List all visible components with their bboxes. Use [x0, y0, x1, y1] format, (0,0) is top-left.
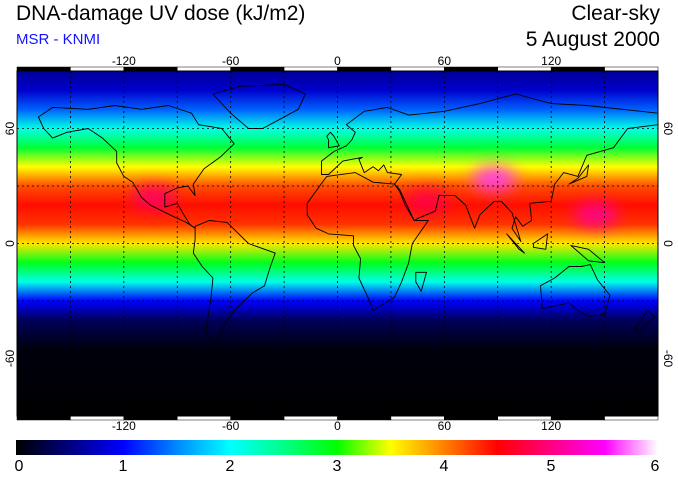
colorbar-tick-label: 4: [439, 458, 449, 475]
coastline: [192, 220, 276, 344]
map-border: [16, 70, 659, 417]
coastline: [37, 105, 235, 229]
sky-condition: Clear-sky: [571, 2, 660, 25]
frame-tick: [283, 415, 338, 421]
lon-tick-label-bottom: 60: [438, 419, 452, 433]
map-title: DNA-damage UV dose (kJ/m2): [16, 2, 306, 25]
lat-tick-label-right: 0: [661, 240, 675, 247]
coastline: [540, 264, 611, 317]
lat-tick-label-left: -60: [3, 350, 17, 368]
frame-tick: [604, 66, 659, 72]
lon-tick-label-bottom: 0: [334, 419, 341, 433]
coastline: [326, 131, 340, 149]
graticule: [17, 71, 658, 416]
lat-tick-label-left: 60: [3, 122, 17, 136]
frame-tick: [337, 66, 392, 72]
frame-tick: [444, 66, 499, 72]
colorbar-tick-label: 5: [546, 458, 556, 475]
hotspot: [404, 189, 449, 214]
data-source: MSR - KNMI: [16, 31, 101, 48]
colorbar-tick-label: 0: [14, 458, 24, 475]
frame-tick: [604, 415, 659, 421]
lon-tick-label-top: -60: [222, 54, 240, 68]
frame-tick: [444, 415, 499, 421]
frame-tick: [390, 66, 445, 72]
lon-tick-label-bottom: -120: [112, 419, 136, 433]
lon-tick-label-top: 60: [438, 54, 452, 68]
hotspot: [472, 166, 517, 191]
coastline: [506, 233, 525, 254]
frame-tick: [16, 66, 71, 72]
colorbar-tick-label: 6: [650, 458, 660, 475]
frame-tick: [16, 415, 71, 421]
coastline: [634, 310, 655, 333]
colorbar-tick-label: 2: [225, 458, 235, 475]
frame-tick: [337, 415, 392, 421]
coastline: [415, 271, 427, 292]
lat-tick-label-right: 60: [661, 122, 675, 136]
colorbar-tick-label: 3: [332, 458, 342, 475]
coastline: [212, 83, 306, 129]
coastline: [532, 233, 549, 250]
coastline: [568, 164, 590, 185]
lon-tick-label-top: 0: [334, 54, 341, 68]
colorbar: [16, 440, 658, 455]
lon-tick-label-bottom: 120: [541, 419, 561, 433]
lon-tick-label-top: -120: [112, 54, 136, 68]
lat-tick-label-right: -60: [661, 350, 675, 368]
hotspot: [573, 202, 618, 227]
lon-tick-label-bottom: -60: [222, 419, 240, 433]
coastline: [321, 93, 658, 243]
axis-labels: -120 -120 -60 -60 0 0 60 60 120 120 60 60 0 0 -60 -60: [3, 54, 675, 433]
colorbar-tick-label: 1: [118, 458, 128, 475]
lat-tick-label-left: 0: [3, 240, 17, 247]
frame-tick: [283, 66, 338, 72]
map-date: 5 August 2000: [525, 28, 660, 51]
lon-tick-label-top: 120: [541, 54, 561, 68]
frame-tick: [390, 415, 445, 421]
